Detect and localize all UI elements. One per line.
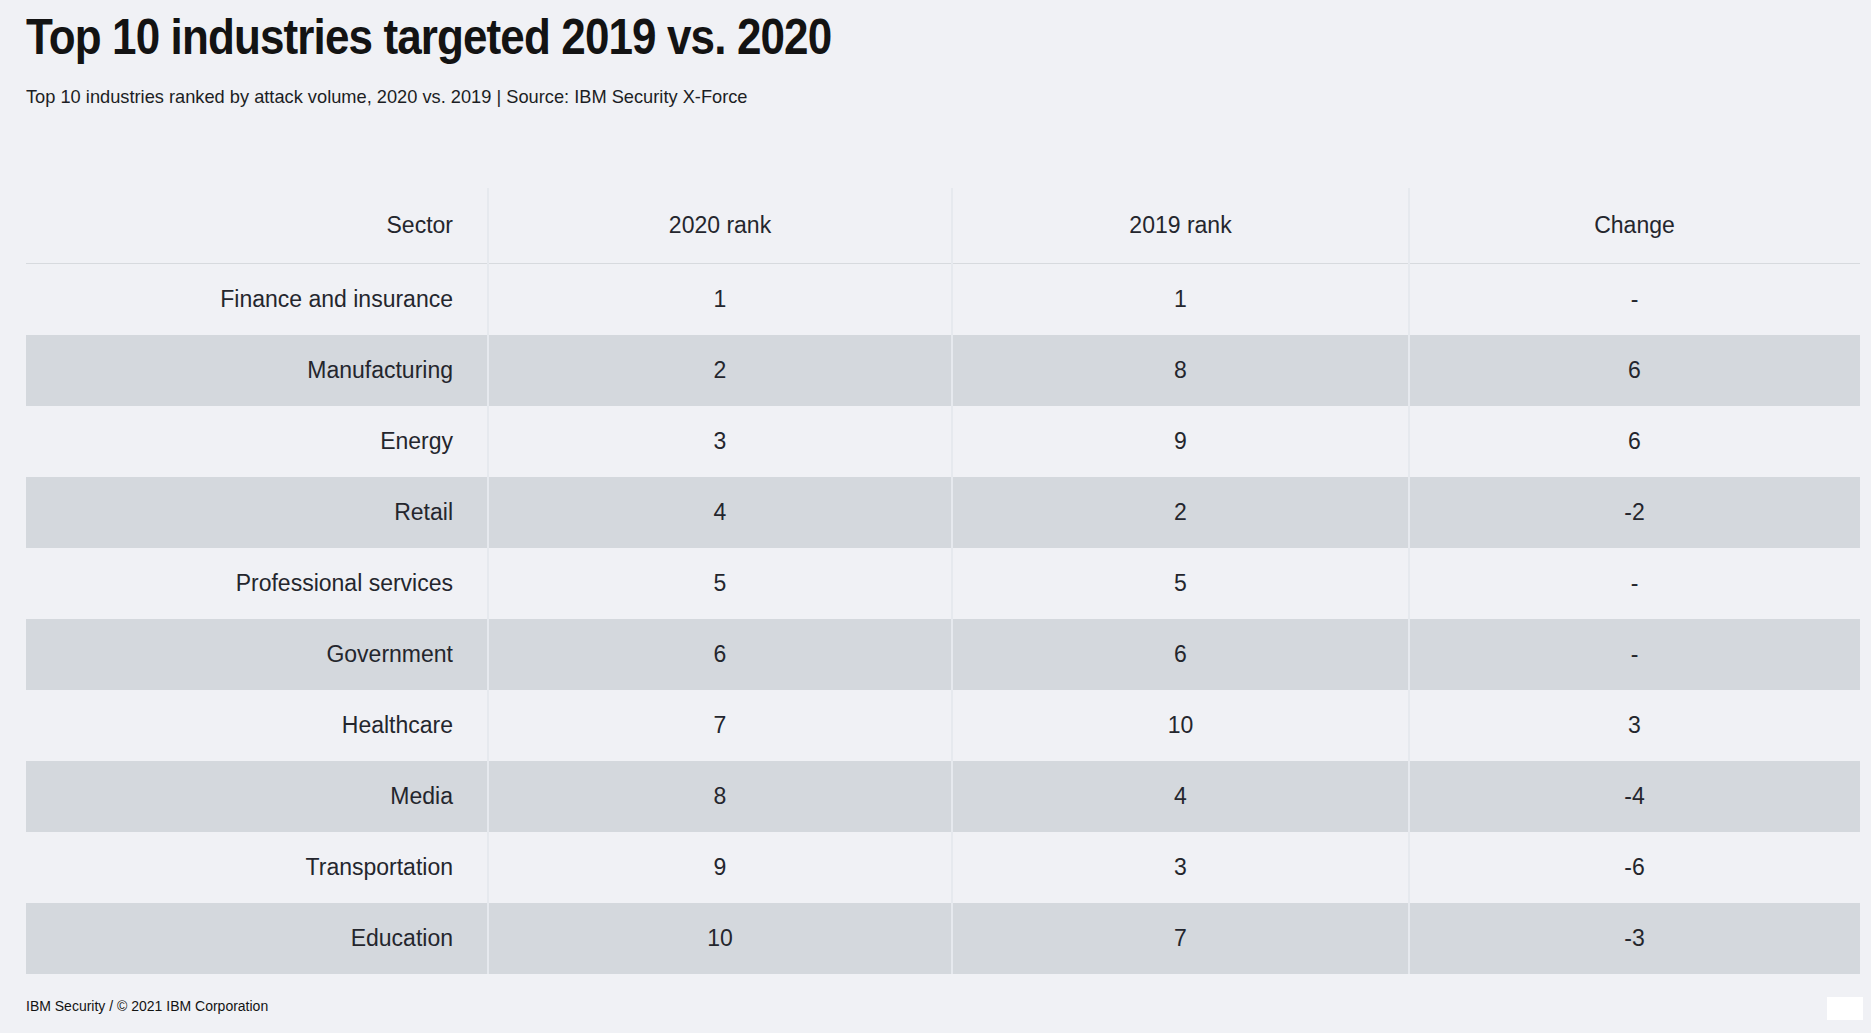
change-cell: - bbox=[1409, 643, 1860, 666]
column-header-2020-rank: 2020 rank bbox=[488, 214, 952, 237]
rank-2020-cell: 5 bbox=[488, 572, 952, 595]
table-body: Finance and insurance 1 1 - Manufacturin… bbox=[26, 264, 1860, 974]
change-cell: -4 bbox=[1409, 785, 1860, 808]
footer-copyright: IBM Security / © 2021 IBM Corporation bbox=[26, 998, 268, 1014]
column-divider bbox=[1408, 188, 1410, 974]
change-cell: - bbox=[1409, 288, 1860, 311]
table-row: Energy 3 9 6 bbox=[26, 406, 1860, 477]
sector-cell: Manufacturing bbox=[26, 359, 488, 382]
table-header-row: Sector 2020 rank 2019 rank Change bbox=[26, 188, 1860, 264]
table-row: Education 10 7 -3 bbox=[26, 903, 1860, 974]
rank-2019-cell: 3 bbox=[952, 856, 1409, 879]
column-divider bbox=[487, 188, 489, 974]
change-cell: -3 bbox=[1409, 927, 1860, 950]
rank-2020-cell: 6 bbox=[488, 643, 952, 666]
page-subtitle: Top 10 industries ranked by attack volum… bbox=[26, 86, 748, 108]
report-figure: Top 10 industries targeted 2019 vs. 2020… bbox=[0, 0, 1871, 1033]
rank-2020-cell: 2 bbox=[488, 359, 952, 382]
rank-2020-cell: 9 bbox=[488, 856, 952, 879]
rank-2019-cell: 1 bbox=[952, 288, 1409, 311]
rank-2019-cell: 5 bbox=[952, 572, 1409, 595]
table-row: Retail 4 2 -2 bbox=[26, 477, 1860, 548]
rank-2019-cell: 8 bbox=[952, 359, 1409, 382]
rank-2020-cell: 4 bbox=[488, 501, 952, 524]
table-row: Media 8 4 -4 bbox=[26, 761, 1860, 832]
column-header-2019-rank: 2019 rank bbox=[952, 214, 1409, 237]
rank-2019-cell: 6 bbox=[952, 643, 1409, 666]
footer-white-box bbox=[1827, 997, 1863, 1020]
table-row: Finance and insurance 1 1 - bbox=[26, 264, 1860, 335]
sector-cell: Healthcare bbox=[26, 714, 488, 737]
rank-2020-cell: 10 bbox=[488, 927, 952, 950]
sector-cell: Professional services bbox=[26, 572, 488, 595]
sector-cell: Education bbox=[26, 927, 488, 950]
sector-cell: Retail bbox=[26, 501, 488, 524]
table-row: Healthcare 7 10 3 bbox=[26, 690, 1860, 761]
column-header-sector: Sector bbox=[26, 214, 488, 237]
change-cell: 3 bbox=[1409, 714, 1860, 737]
column-divider bbox=[951, 188, 953, 974]
change-cell: - bbox=[1409, 572, 1860, 595]
rank-2019-cell: 9 bbox=[952, 430, 1409, 453]
rank-2020-cell: 7 bbox=[488, 714, 952, 737]
change-cell: 6 bbox=[1409, 430, 1860, 453]
sector-cell: Government bbox=[26, 643, 488, 666]
change-cell: 6 bbox=[1409, 359, 1860, 382]
industries-rank-table: Sector 2020 rank 2019 rank Change Financ… bbox=[26, 188, 1860, 974]
table-row: Transportation 9 3 -6 bbox=[26, 832, 1860, 903]
sector-cell: Energy bbox=[26, 430, 488, 453]
sector-cell: Transportation bbox=[26, 856, 488, 879]
rank-2019-cell: 4 bbox=[952, 785, 1409, 808]
column-header-change: Change bbox=[1409, 214, 1860, 237]
table-row: Government 6 6 - bbox=[26, 619, 1860, 690]
table-row: Manufacturing 2 8 6 bbox=[26, 335, 1860, 406]
rank-2020-cell: 1 bbox=[488, 288, 952, 311]
rank-2020-cell: 8 bbox=[488, 785, 952, 808]
table-row: Professional services 5 5 - bbox=[26, 548, 1860, 619]
rank-2019-cell: 7 bbox=[952, 927, 1409, 950]
rank-2020-cell: 3 bbox=[488, 430, 952, 453]
change-cell: -2 bbox=[1409, 501, 1860, 524]
sector-cell: Media bbox=[26, 785, 488, 808]
rank-2019-cell: 2 bbox=[952, 501, 1409, 524]
rank-2019-cell: 10 bbox=[952, 714, 1409, 737]
change-cell: -6 bbox=[1409, 856, 1860, 879]
sector-cell: Finance and insurance bbox=[26, 288, 488, 311]
page-title: Top 10 industries targeted 2019 vs. 2020 bbox=[26, 8, 831, 66]
